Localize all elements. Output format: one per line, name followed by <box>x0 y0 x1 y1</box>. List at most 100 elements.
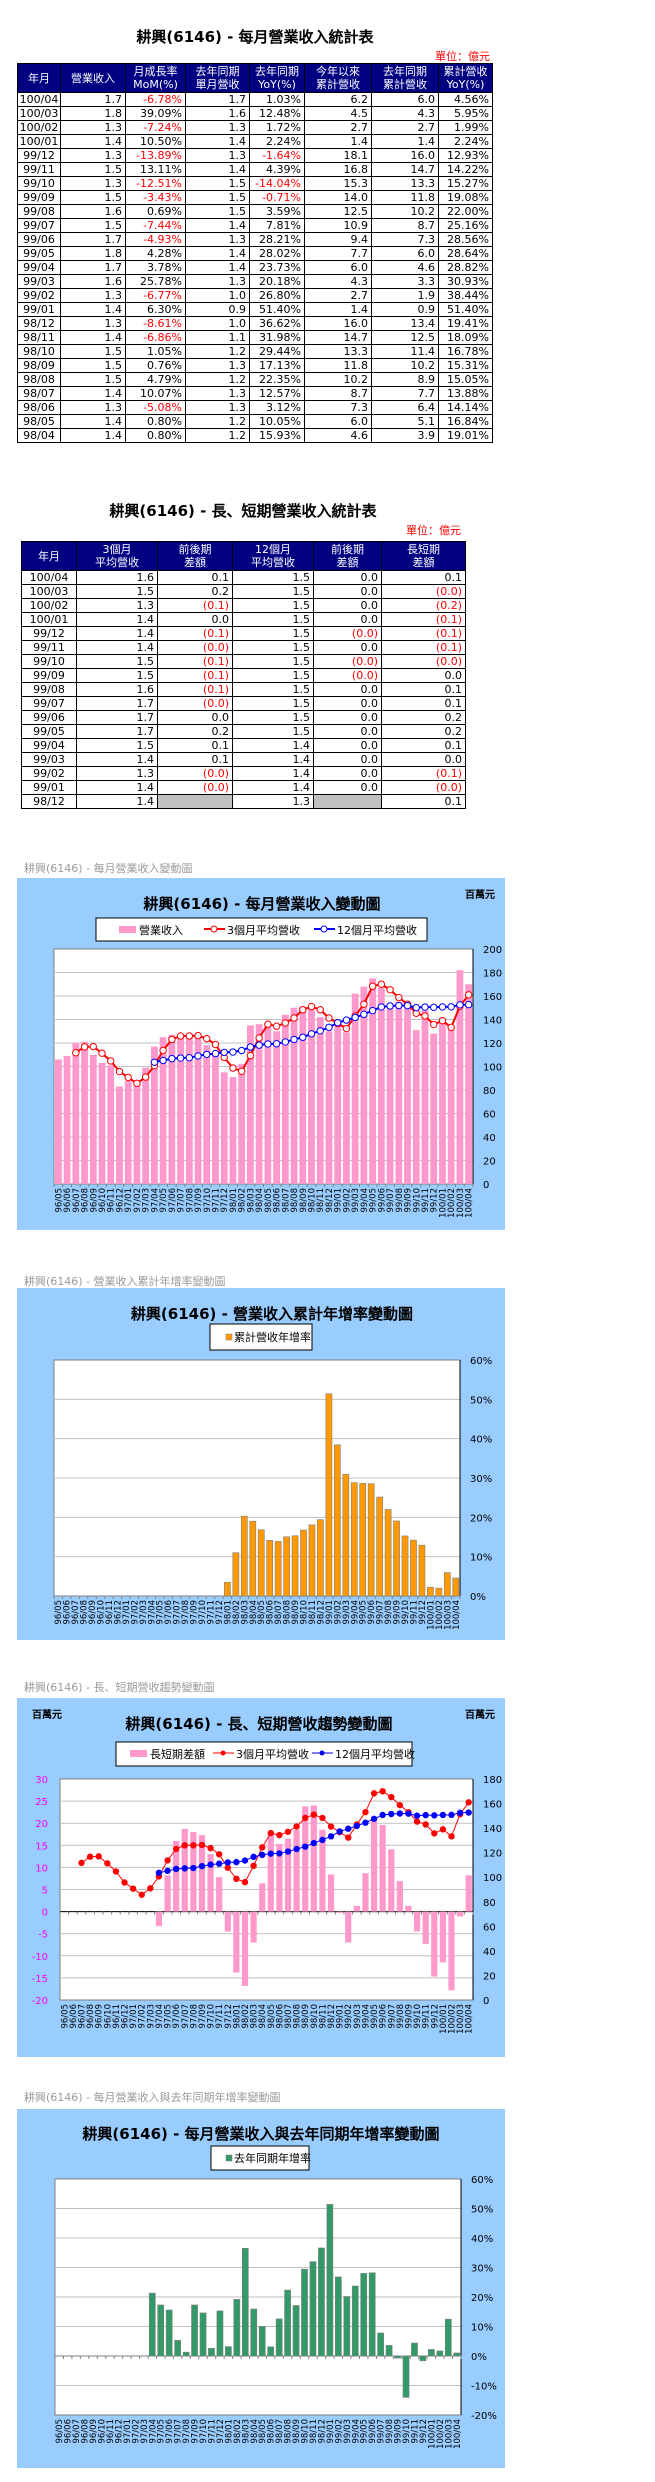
data-point <box>302 1814 309 1822</box>
cell-value: 1.4 <box>60 414 126 429</box>
x-tick-label: 96/12 <box>114 2419 124 2444</box>
cell-month: 98/12 <box>21 794 77 809</box>
cell-value: 1.3 <box>185 232 250 247</box>
y-tick-label-left: 15 <box>35 1841 48 1852</box>
y-tick-label-right: 40 <box>483 1133 496 1144</box>
x-tick-label: 99/05 <box>369 1188 379 1213</box>
bar <box>124 1080 132 1184</box>
bar <box>351 2285 359 2357</box>
cell-month: 99/04 <box>17 260 61 275</box>
cell-value: 1.5 <box>60 190 126 205</box>
x-tick-label: 98/09 <box>301 2004 311 2029</box>
x-tick-label: 98/04 <box>250 2419 260 2444</box>
cell-value: 0.0 <box>313 682 382 697</box>
data-point <box>379 1811 386 1819</box>
bar <box>310 1805 317 1912</box>
x-tick-label: 96/11 <box>105 1600 115 1625</box>
cell-month: 99/11 <box>17 162 61 177</box>
x-tick-label: 98/07 <box>275 2419 285 2444</box>
chart-title: 耕興(6146) - 營業收入累計年增率變動圖 <box>131 1305 413 1323</box>
data-point <box>104 1860 111 1867</box>
x-tick-label: 98/03 <box>241 2419 251 2444</box>
bar <box>276 1843 283 1912</box>
x-tick-label: 96/07 <box>71 1600 81 1625</box>
x-tick-label: 99/03 <box>351 1188 361 1213</box>
cell-value: 36.62% <box>249 316 305 331</box>
cell-value: 1.2 <box>185 414 250 429</box>
cell-value: 4.79% <box>125 372 186 387</box>
data-point <box>198 1862 206 1870</box>
cell-value: 1.9 <box>371 288 439 303</box>
data-point <box>396 1801 404 1809</box>
bar <box>316 1017 324 1184</box>
x-tick-label: 99/12 <box>430 1188 440 1213</box>
cell-value: 1.1 <box>185 330 250 345</box>
x-tick-label: 98/02 <box>232 1600 242 1625</box>
bar <box>362 1873 369 1912</box>
data-point <box>431 1812 438 1819</box>
data-point <box>439 1826 447 1833</box>
data-point <box>233 1858 240 1866</box>
column-header: 今年以來 累計營收 <box>304 63 372 93</box>
bar <box>293 1829 300 1912</box>
table-row: 99/01 1.4 6.30% 0.9 51.40% 1.4 0.9 51.40% <box>17 302 493 317</box>
x-tick-label: 99/01 <box>326 2419 336 2444</box>
cell-value: 4.28% <box>125 246 186 261</box>
y-tick-label-right: 20 <box>483 1157 496 1168</box>
cell-value: 26.80% <box>249 288 305 303</box>
cell-value: 14.7 <box>371 162 439 177</box>
bar <box>177 1035 184 1184</box>
cell-value: 13.88% <box>438 386 493 401</box>
cell-value <box>313 794 382 809</box>
bar <box>418 1544 426 1597</box>
bar <box>302 1806 309 1912</box>
bar <box>413 1911 421 1932</box>
data-point <box>447 1023 455 1032</box>
bar <box>385 2345 393 2357</box>
table1-unit: 單位：億元 <box>435 50 490 63</box>
x-tick-label: 97/04 <box>147 1600 157 1625</box>
cell-value: (0.0) <box>313 626 382 641</box>
cell-month: 98/05 <box>17 414 61 429</box>
data-point <box>299 1006 307 1014</box>
cell-value: (0.1) <box>381 626 466 641</box>
y-tick-label-left: -15 <box>32 1974 48 1985</box>
long-short-trend-chart: 耕興(6146) - 長、短期營收趨勢變動圖 百萬元 百萬元 長短期差額 3個月… <box>17 1698 505 2057</box>
x-tick-label: 100/04 <box>465 1188 475 1218</box>
cell-value: (0.1) <box>157 598 233 613</box>
bar <box>190 1832 197 1912</box>
cell-value: 10.07% <box>125 386 186 401</box>
data-point <box>241 1878 249 1886</box>
cell-month: 99/03 <box>17 274 61 289</box>
cell-value: 31.98% <box>249 330 305 345</box>
data-point <box>293 1845 300 1853</box>
cell-value: 1.5 <box>232 598 314 613</box>
data-point <box>159 1046 167 1055</box>
x-tick-label: 97/06 <box>165 2419 175 2444</box>
data-point <box>333 1018 342 1027</box>
legend-marker <box>210 925 218 933</box>
cell-value: 16.84% <box>438 414 493 429</box>
y-tick-label-right: 50% <box>471 2205 493 2216</box>
cell-value: 1.3 <box>185 400 250 415</box>
data-point <box>353 1822 361 1830</box>
cell-value: 7.3 <box>304 400 372 415</box>
cell-value: 13.11% <box>125 162 186 177</box>
bar <box>326 2204 334 2357</box>
cell-month: 99/03 <box>21 752 77 767</box>
x-tick-label: 100/03 <box>443 1600 453 1630</box>
column-header: 營業收入 <box>60 63 126 93</box>
bar <box>327 1874 335 1912</box>
cell-value: 28.82% <box>438 260 493 275</box>
bar <box>240 1515 248 1597</box>
x-tick-label: 97/11 <box>206 1600 216 1625</box>
bar <box>116 1086 123 1184</box>
data-point <box>307 1030 316 1038</box>
cell-value: 1.5 <box>232 682 314 697</box>
x-tick-label: 99/06 <box>368 2419 378 2444</box>
x-tick-label: 99/12 <box>430 2004 440 2029</box>
cell-value: 19.01% <box>438 428 493 443</box>
bar <box>367 1483 375 1597</box>
data-point <box>215 1860 223 1867</box>
cell-value: 1.4 <box>76 626 158 641</box>
